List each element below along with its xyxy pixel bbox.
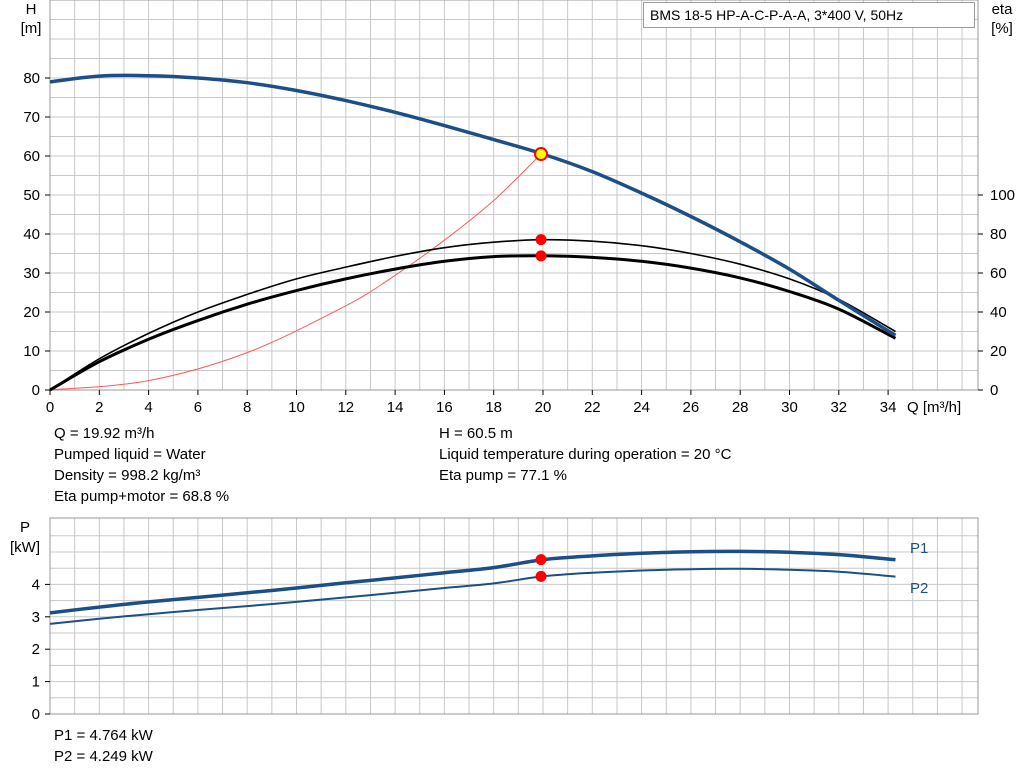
x-axis-label: Q [m³/h] — [907, 399, 961, 416]
power-axis-label: P — [20, 519, 30, 536]
y-right-tick-label: 100 — [990, 187, 1015, 204]
eta-pump-motor-duty-point — [535, 250, 547, 262]
flow-readout: Q = 19.92 m³/h — [54, 425, 155, 442]
x-tick-label: 20 — [535, 399, 552, 416]
eta-pump-readout: Eta pump = 77.1 % — [439, 467, 567, 484]
top-chart-ticks: 0 2 4 6 8 10 12 14 16 18 20 22 24 26 28 30 32 34010203040… — [23, 70, 1015, 416]
head-readout: H = 60.5 m — [439, 425, 513, 442]
p1-series-label: P1 — [910, 540, 928, 557]
pump-title: BMS 18-5 HP-A-C-P-A-A, 3*400 V, 50Hz — [643, 2, 975, 28]
y-left-tick-label: 20 — [23, 304, 40, 321]
y-left-tick-label: 50 — [23, 187, 40, 204]
y-left-axis-label: H — [26, 1, 37, 18]
liquid-temperature-readout: Liquid temperature during operation = 20… — [439, 446, 732, 463]
power-tick-label: 4 — [32, 576, 40, 593]
x-tick-label: 0 — [46, 399, 54, 416]
x-tick-label: 4 — [144, 399, 152, 416]
info-right: H = 60.5 m Liquid temperature during ope… — [439, 423, 731, 486]
head-duty-point — [534, 147, 549, 162]
power-tick-label: 3 — [32, 609, 40, 626]
p1-readout: P1 = 4.764 kW — [54, 727, 153, 744]
eta-pump-curve — [49, 238, 896, 391]
p2-duty-point — [535, 570, 547, 582]
power-tick-label: 1 — [32, 674, 40, 691]
x-tick-label: 6 — [194, 399, 202, 416]
x-tick-label: 2 — [95, 399, 103, 416]
power-axis-unit: [kW] — [10, 539, 40, 556]
bottom-chart-series — [49, 549, 896, 625]
info-bottom: P1 = 4.764 kW P2 = 4.249 kW — [54, 725, 153, 767]
y-right-axis-label: eta — [992, 1, 1014, 18]
y-right-tick-label: 0 — [990, 382, 998, 399]
eta-pump-motor-curve — [49, 254, 897, 392]
x-tick-label: 24 — [633, 399, 650, 416]
x-tick-label: 10 — [288, 399, 305, 416]
x-tick-label: 26 — [683, 399, 700, 416]
y-right-tick-label: 40 — [990, 304, 1007, 321]
bottom-chart-grid — [50, 518, 978, 714]
y-left-tick-label: 0 — [32, 382, 40, 399]
p1-curve — [49, 549, 896, 615]
x-tick-label: 12 — [337, 399, 354, 416]
info-left: Q = 19.92 m³/h Pumped liquid = Water Den… — [54, 423, 229, 507]
y-right-tick-label: 20 — [990, 343, 1007, 360]
top-chart-grid — [50, 0, 978, 390]
bottom-chart-ticks: 0 1 2 3 4 — [32, 576, 50, 723]
x-tick-label: 30 — [781, 399, 798, 416]
y-left-tick-label: 70 — [23, 109, 40, 126]
x-tick-label: 8 — [243, 399, 251, 416]
y-right-axis-unit: [%] — [991, 20, 1013, 37]
x-tick-label: 32 — [830, 399, 847, 416]
y-right-tick-label: 60 — [990, 265, 1007, 282]
eta-pump-duty-point — [535, 234, 547, 246]
y-left-tick-label: 30 — [23, 265, 40, 282]
y-right-tick-label: 80 — [990, 226, 1007, 243]
y-left-tick-label: 60 — [23, 148, 40, 165]
p2-curve — [49, 567, 896, 625]
y-left-tick-label: 40 — [23, 226, 40, 243]
eta-pump-motor-readout: Eta pump+motor = 68.8 % — [54, 488, 230, 505]
top-chart-series — [49, 73, 897, 392]
x-tick-label: 28 — [732, 399, 749, 416]
pumped-liquid-readout: Pumped liquid = Water — [54, 446, 206, 463]
x-tick-label: 14 — [387, 399, 404, 416]
power-tick-label: 2 — [32, 641, 40, 658]
x-tick-label: 18 — [485, 399, 502, 416]
system-curve — [49, 153, 542, 391]
p2-readout: P2 = 4.249 kW — [54, 748, 153, 765]
density-readout: Density = 998.2 kg/m³ — [54, 467, 201, 484]
power-tick-label: 0 — [32, 706, 40, 723]
x-tick-label: 22 — [584, 399, 601, 416]
y-left-tick-label: 10 — [23, 343, 40, 360]
p1-duty-point — [535, 554, 547, 566]
head-curve — [49, 73, 897, 337]
p2-series-label: P2 — [910, 580, 928, 597]
y-left-axis-unit: [m] — [21, 20, 42, 37]
bottom-plot-frame — [49, 517, 979, 715]
x-tick-label: 34 — [880, 399, 897, 416]
y-left-tick-label: 80 — [23, 70, 40, 87]
x-tick-label: 16 — [436, 399, 453, 416]
